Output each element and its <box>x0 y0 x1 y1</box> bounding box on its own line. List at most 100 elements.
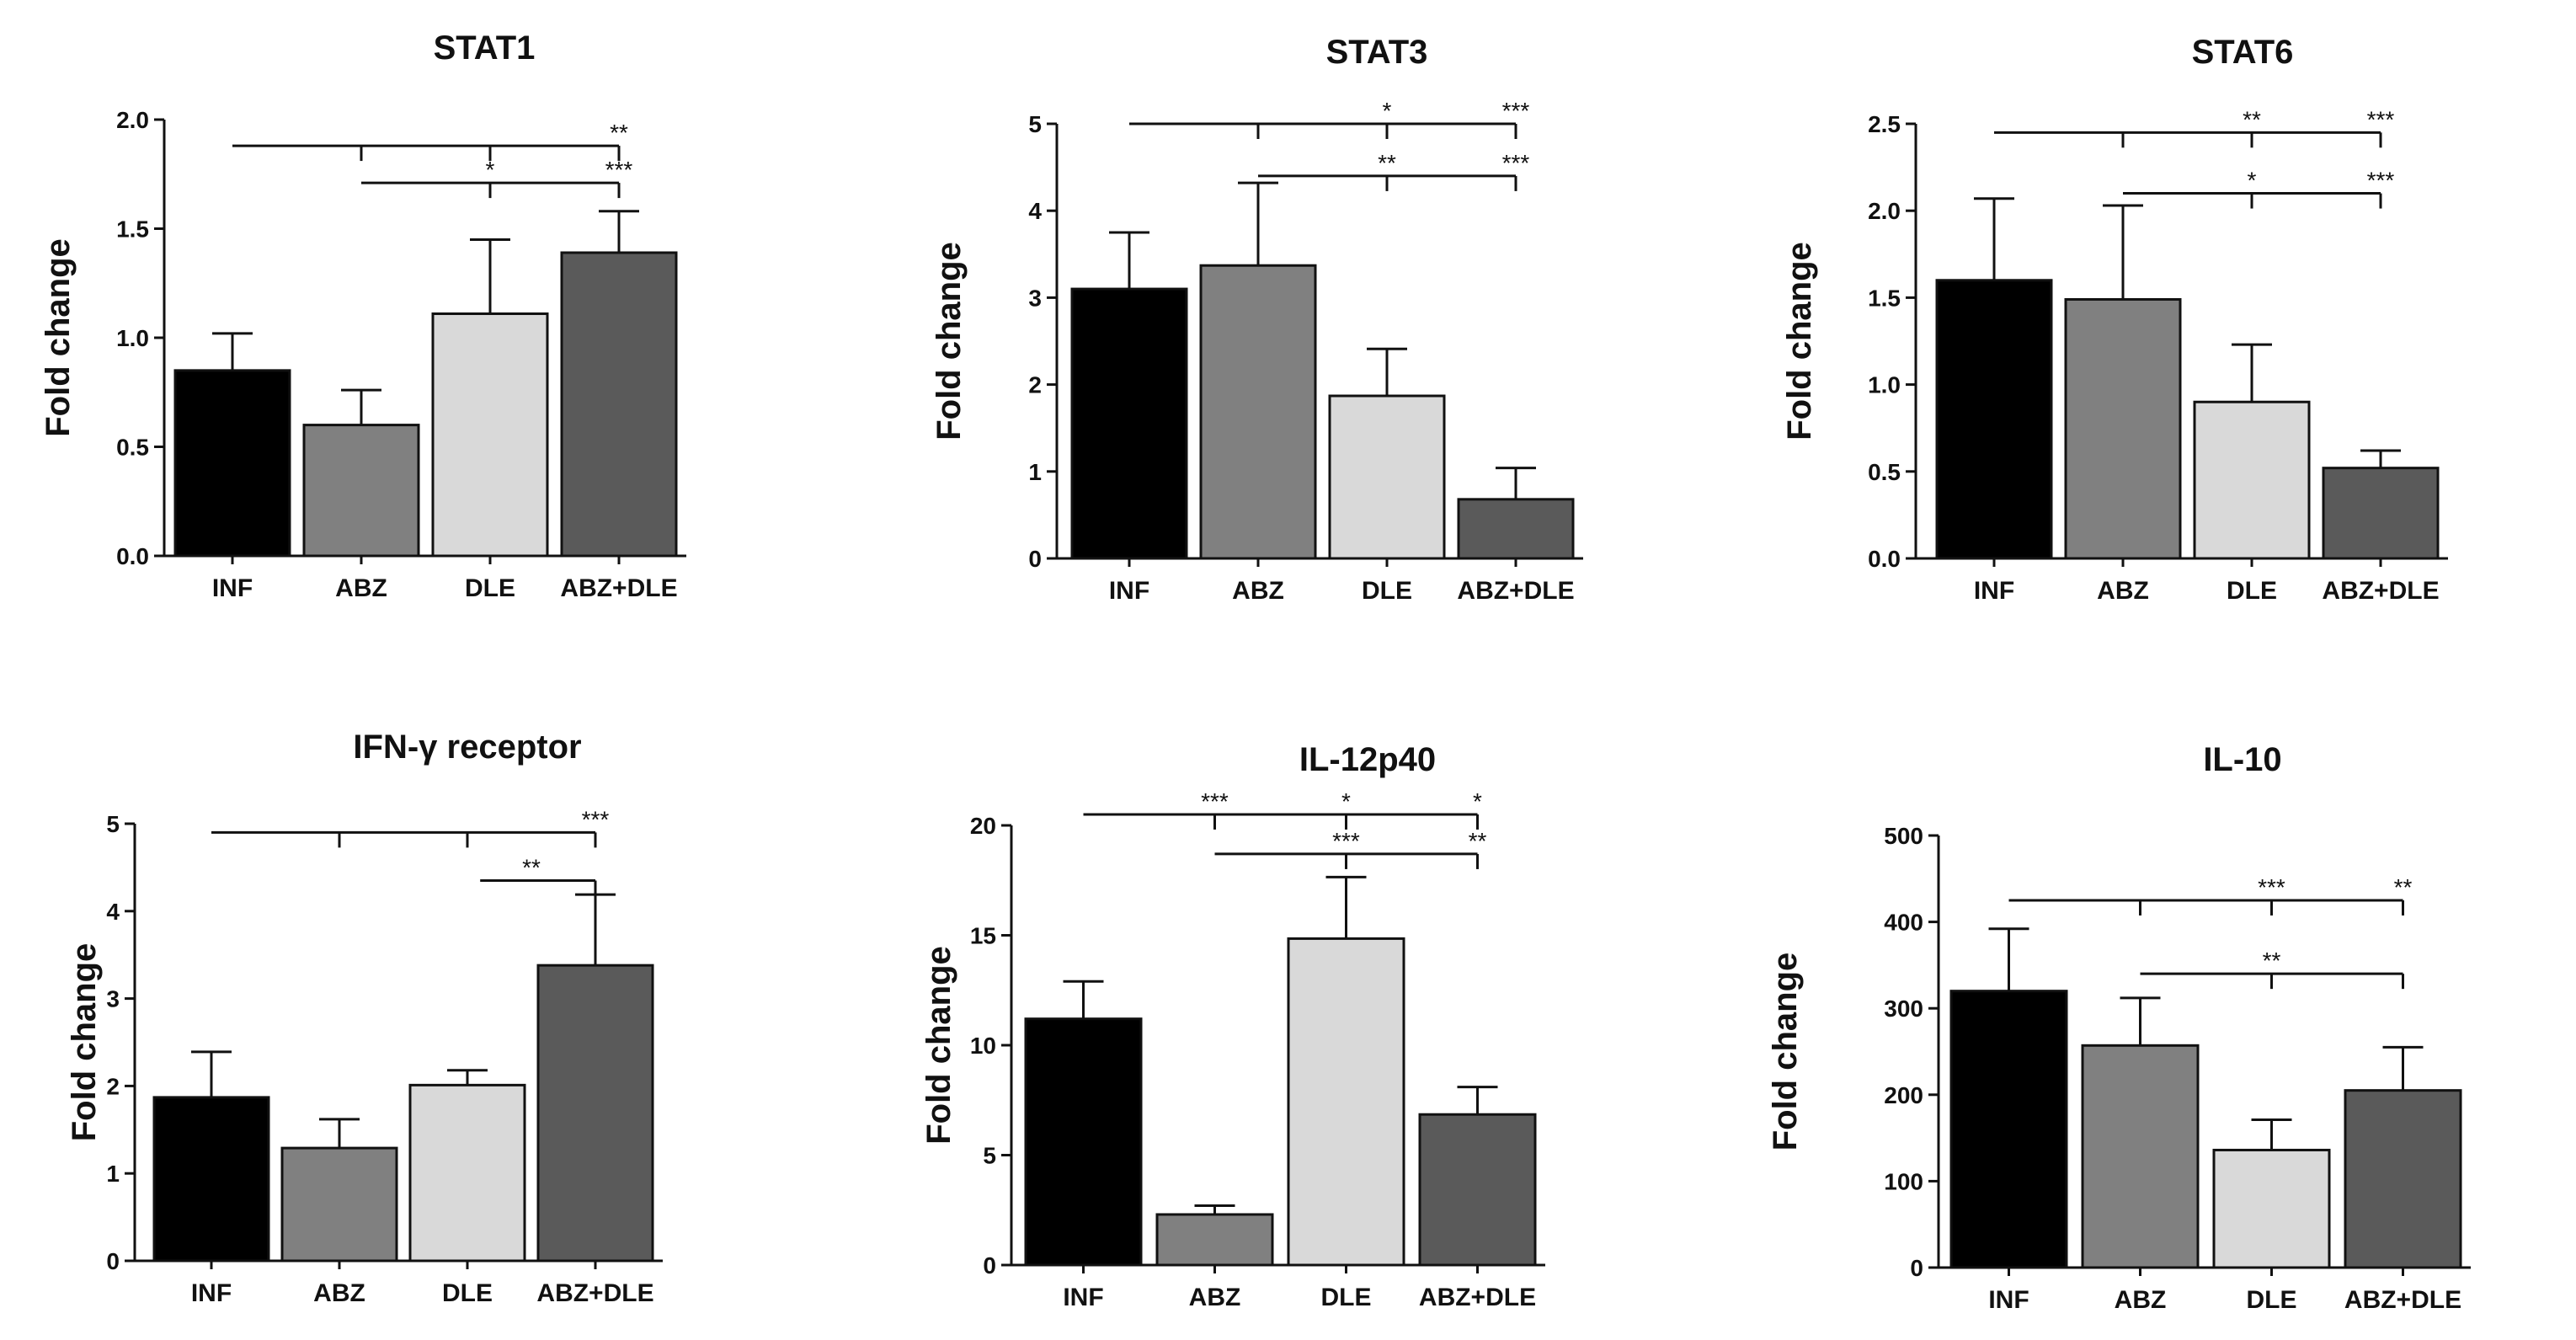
x-tick-label: DLE <box>442 1279 493 1307</box>
bar-abz-dle <box>560 251 678 558</box>
y-axis-label: Fold change <box>66 943 103 1142</box>
x-tick-label: ABZ <box>1189 1284 1241 1311</box>
bar-abz-dle <box>536 964 654 1263</box>
x-tick-label: ABZ+DLE <box>560 574 677 602</box>
significance-label: * <box>1473 788 1482 814</box>
x-tick-label: ABZ+DLE <box>1457 577 1574 605</box>
significance-label: * <box>486 157 495 183</box>
bar-dle <box>1287 937 1405 1267</box>
x-tick-label: ABZ+DLE <box>1419 1284 1536 1311</box>
bar-abz <box>302 424 420 558</box>
x-tick-label: INF <box>212 574 253 602</box>
y-tick-label: 0.0 <box>116 543 149 569</box>
y-axis-label: Fold change <box>1781 242 1818 440</box>
y-tick-label: 0 <box>1910 1255 1923 1281</box>
y-tick-label: 1 <box>1028 459 1042 485</box>
chart-title: STAT3 <box>1326 34 1428 71</box>
bar-dle <box>1328 394 1446 560</box>
y-tick-label: 1.5 <box>116 216 149 243</box>
significance-label: ** <box>2263 948 2281 974</box>
chart-title: IL-12p40 <box>1299 741 1436 778</box>
panel-stat1: STAT1 Fold change 0.0 0.5 1.0 1.5 2.0 INF ABZ DLE… <box>40 29 686 602</box>
bar-inf <box>1024 1017 1143 1267</box>
significance-label: *** <box>605 157 633 183</box>
y-tick-label: 0 <box>983 1252 996 1279</box>
bar-dle <box>431 312 549 558</box>
y-tick-label: 15 <box>970 923 996 949</box>
y-tick-label: 2.0 <box>116 107 149 133</box>
y-tick-label: 20 <box>970 813 996 839</box>
bar-inf <box>152 1096 270 1263</box>
y-tick-label: 0 <box>1028 546 1042 572</box>
bar-abz <box>1199 264 1317 560</box>
y-tick-label: 200 <box>1884 1082 1923 1108</box>
significance-label: *** <box>1502 150 1530 176</box>
bar-abz-dle <box>2344 1089 2462 1269</box>
bar-abz <box>280 1146 398 1263</box>
x-tick-label: INF <box>1063 1284 1103 1311</box>
chart-title: IL-10 <box>2203 741 2281 778</box>
y-tick-label: 300 <box>1884 996 1923 1022</box>
x-tick-label: ABZ <box>335 574 387 602</box>
y-tick-label: 2.5 <box>1868 111 1901 137</box>
bar-inf <box>173 369 291 558</box>
x-tick-label: INF <box>1988 1286 2029 1314</box>
significance-label: ** <box>610 120 628 146</box>
x-tick-label: DLE <box>1321 1284 1372 1311</box>
x-tick-label: ABZ <box>2097 577 2149 605</box>
x-tick-label: DLE <box>465 574 515 602</box>
significance-label: * <box>1383 98 1392 124</box>
y-axis-label: Fold change <box>920 946 957 1145</box>
y-tick-label: 1.5 <box>1868 285 1901 311</box>
bar-abz-dle <box>2322 467 2440 560</box>
x-tick-label: DLE <box>2247 1286 2297 1314</box>
bar-dle <box>2193 400 2311 560</box>
y-tick-label: 3 <box>106 986 120 1012</box>
x-tick-label: INF <box>1109 577 1149 605</box>
chart-title: STAT1 <box>434 29 536 67</box>
y-tick-label: 0.5 <box>116 435 149 461</box>
y-tick-label: 2.0 <box>1868 198 1901 224</box>
panel-stat6: STAT6 Fold change 0.0 0.5 1.0 1.5 2.0 2.5 INF ABZ… <box>1781 34 2448 605</box>
significance-label: *** <box>2367 168 2395 194</box>
y-tick-label: 5 <box>106 811 120 837</box>
x-tick-label: INF <box>1974 577 2014 605</box>
x-tick-label: ABZ+DLE <box>536 1279 653 1307</box>
significance-label: * <box>1341 788 1351 814</box>
panel-ifn-gamma-receptor: IFN-γ receptor Fold change 0 1 2 3 4 5 INF ABZ DLE… <box>66 729 663 1307</box>
bar-abz <box>2064 297 2182 560</box>
panel-il-12p40: IL-12p40 Fold change 0 5 10 15 20 INF ABZ DLE ABZ+… <box>920 741 1545 1311</box>
y-tick-label: 5 <box>1028 111 1042 137</box>
y-tick-label: 500 <box>1884 823 1923 849</box>
bar-abz-dle <box>1457 498 1575 560</box>
y-tick-label: 4 <box>1028 198 1042 224</box>
significance-label: *** <box>1332 828 1360 854</box>
significance-label: *** <box>2258 874 2285 900</box>
y-tick-label: 5 <box>983 1143 996 1169</box>
y-tick-label: 10 <box>970 1033 996 1059</box>
chart-title: STAT6 <box>2192 34 2294 71</box>
x-tick-label: ABZ+DLE <box>2344 1286 2461 1314</box>
x-tick-label: DLE <box>2227 577 2277 605</box>
x-tick-label: ABZ <box>2115 1286 2167 1314</box>
significance-label: ** <box>2243 106 2261 132</box>
x-tick-label: ABZ <box>313 1279 365 1307</box>
significance-label: ** <box>522 854 541 880</box>
bar-abz <box>2081 1044 2200 1269</box>
y-tick-label: 0.5 <box>1868 459 1901 485</box>
bar-dle <box>408 1083 526 1263</box>
significance-label: ** <box>1469 828 1487 854</box>
y-tick-label: 1.0 <box>1868 372 1901 398</box>
x-tick-label: DLE <box>1362 577 1412 605</box>
y-tick-label: 1.0 <box>116 325 149 351</box>
bar-inf <box>1949 990 2068 1269</box>
y-tick-label: 0.0 <box>1868 546 1901 572</box>
y-tick-label: 0 <box>106 1248 120 1274</box>
significance-label: ** <box>2394 874 2413 900</box>
significance-label: * <box>2248 168 2257 194</box>
significance-label: *** <box>582 806 610 832</box>
y-tick-label: 1 <box>106 1161 120 1187</box>
y-tick-label: 100 <box>1884 1168 1923 1194</box>
